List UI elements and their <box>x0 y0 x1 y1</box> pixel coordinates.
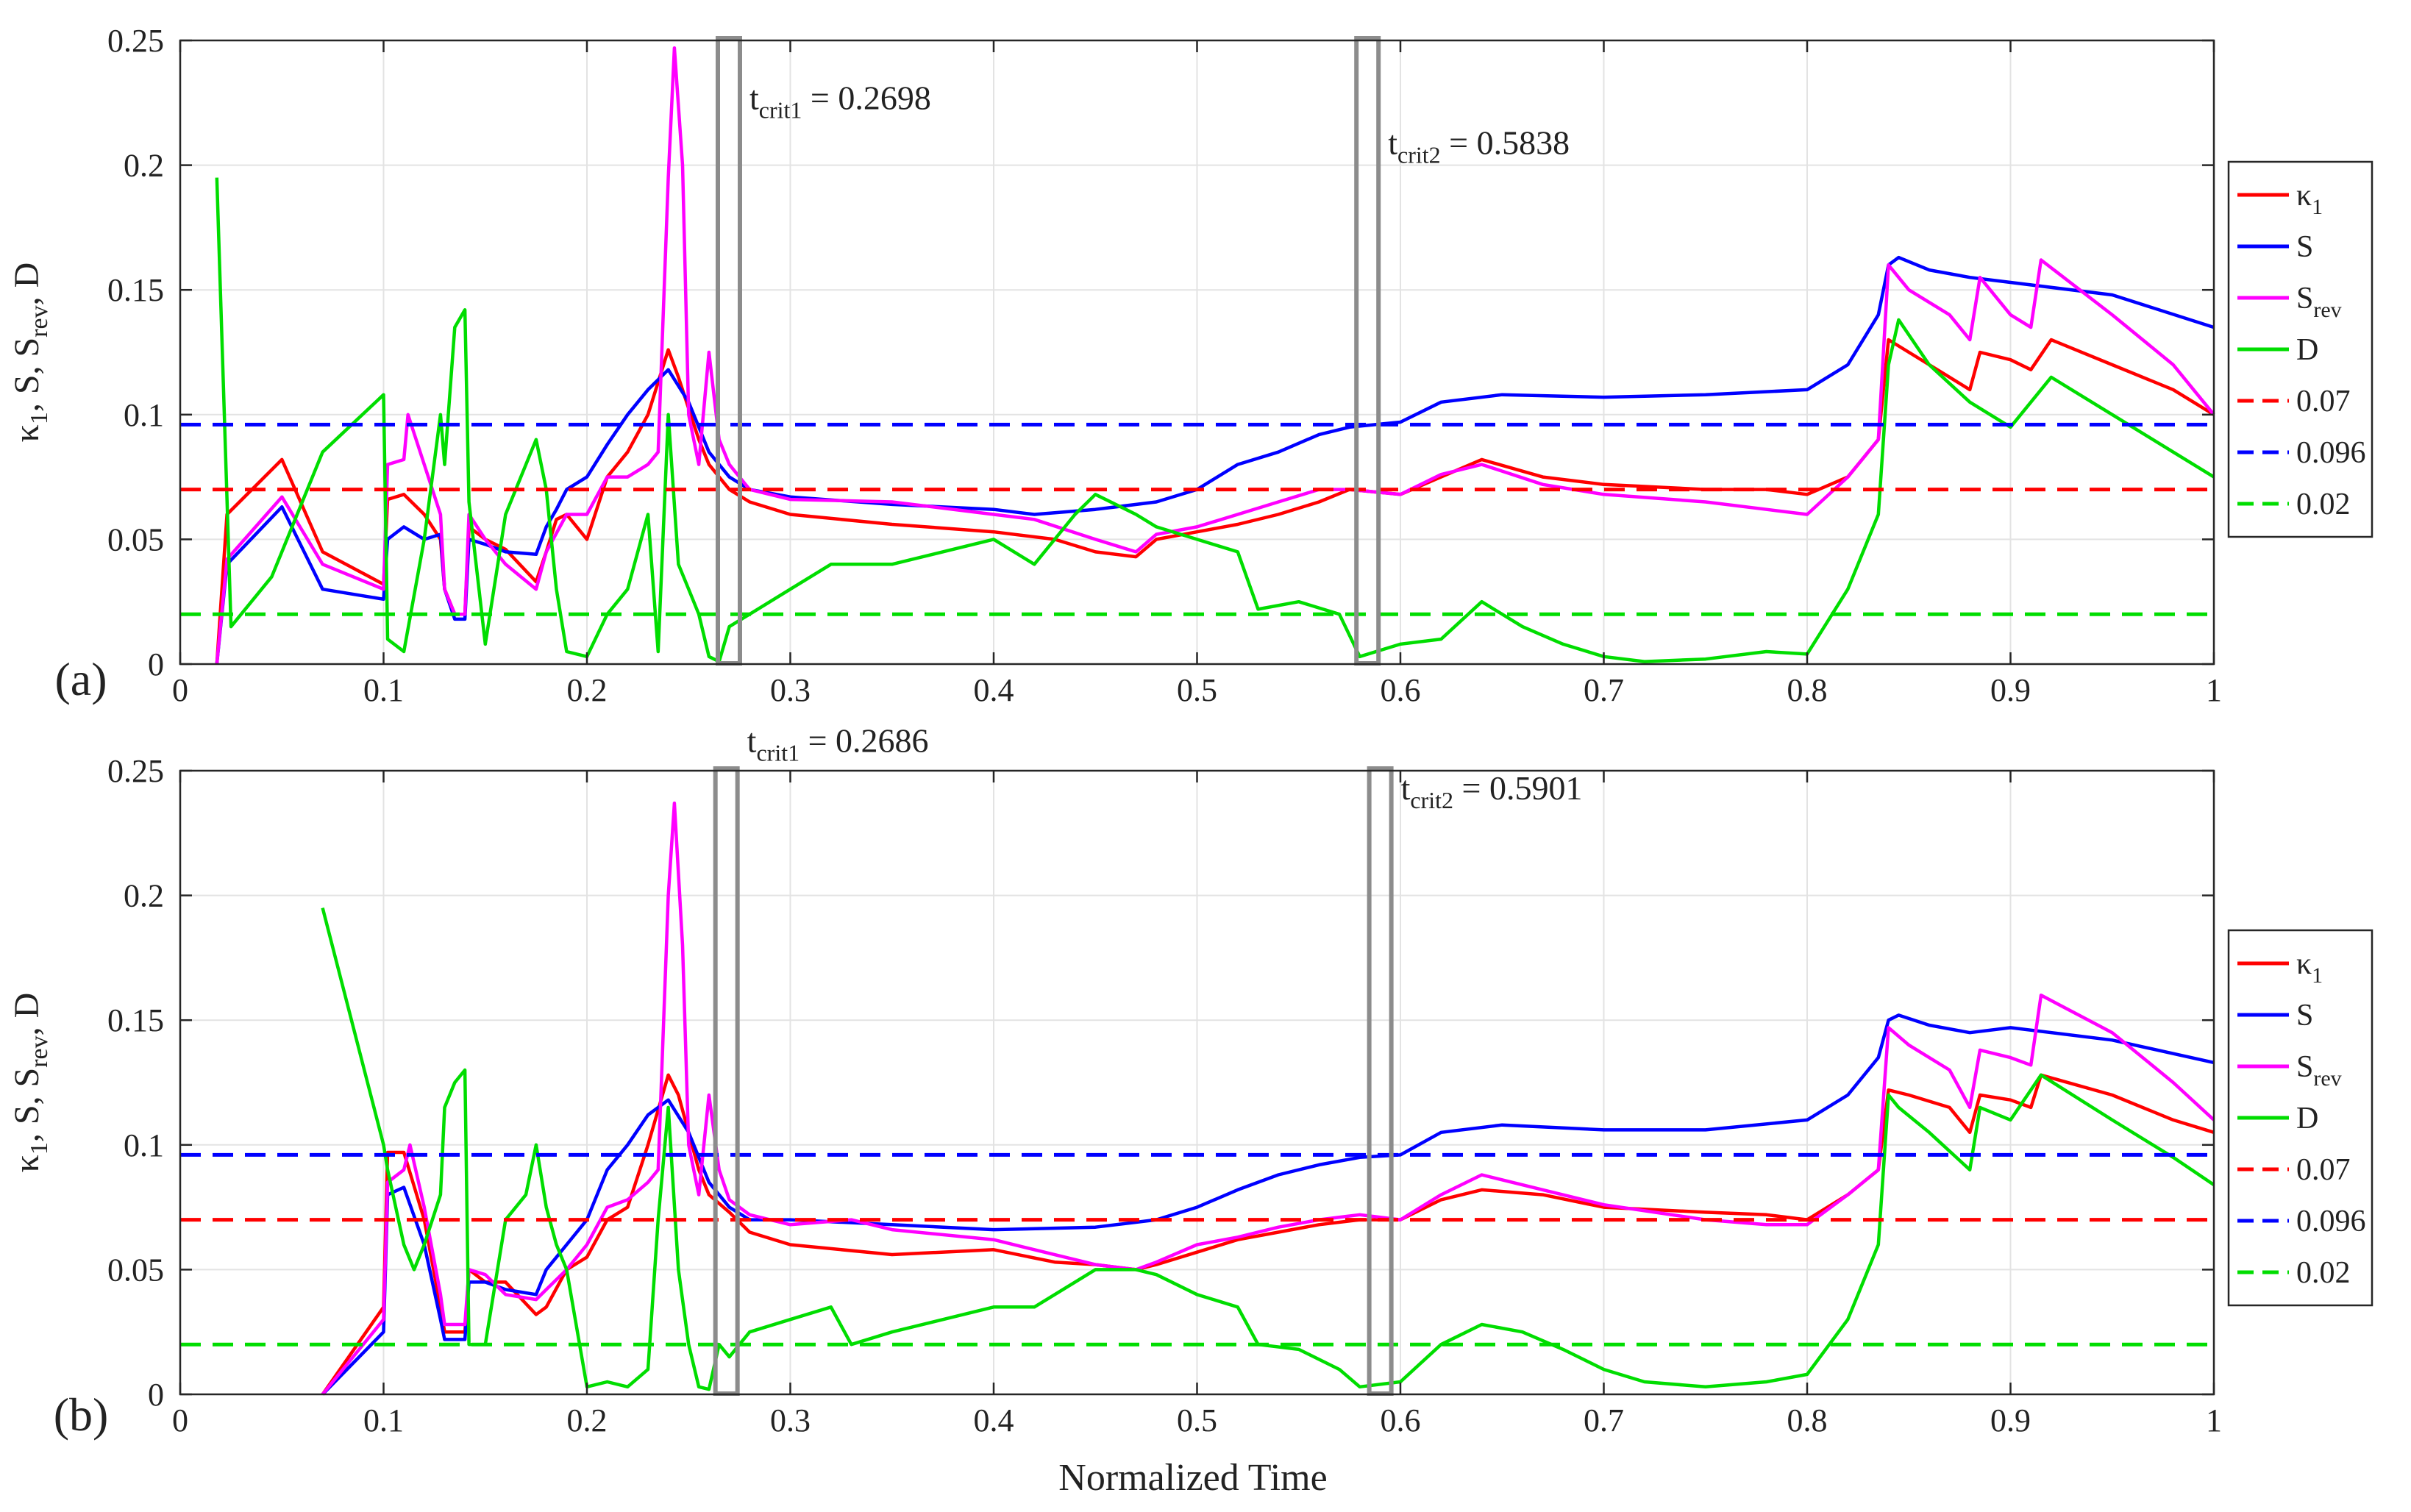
x-tick-label: 0.2 <box>567 1402 608 1438</box>
series-line-D <box>321 907 2215 1391</box>
y-tick-label: 0.15 <box>107 1002 164 1038</box>
panel-label: (a) <box>54 653 107 705</box>
y-tick-label: 0.2 <box>124 148 164 184</box>
y-tick-label: 0 <box>148 1377 164 1413</box>
x-tick-label: 0.6 <box>1381 1402 1421 1438</box>
legend: κ1 S Srev D 0.07 0.096 0.02 <box>2227 929 2373 1307</box>
x-tick-label: 0.5 <box>1177 1402 1217 1438</box>
y-tick-label: 0 <box>148 646 164 682</box>
legend-label: κ1 <box>2296 179 2323 219</box>
y-tick-label: 0.1 <box>124 397 164 433</box>
panel-label: (b) <box>54 1388 109 1441</box>
y-tick-label: 0.25 <box>107 23 164 59</box>
legend-label: Srev <box>2296 282 2342 322</box>
y-tick-label: 0.05 <box>107 1252 164 1288</box>
critical-time-label-1: tcrit1 = 0.2698 <box>749 79 931 123</box>
y-tick-label: 0.1 <box>124 1127 164 1163</box>
legend-label: 0.096 <box>2296 1205 2366 1238</box>
legend-label: 0.07 <box>2296 1153 2351 1187</box>
x-tick-label: 0 <box>172 1402 188 1438</box>
legend: κ1 S Srev D 0.07 0.096 0.02 <box>2227 160 2373 538</box>
x-tick-label: 0.5 <box>1177 672 1217 708</box>
series-line-Srev <box>321 801 2215 1396</box>
x-tick-label: 0 <box>172 672 188 708</box>
panel-a: tcrit1 = 0.2698 tcrit2 = 0.5838 0 0.1 0.2 0.3… <box>7 23 2373 708</box>
legend-label: 0.02 <box>2296 488 2351 521</box>
y-tick-label: 0.2 <box>124 878 164 914</box>
x-axis-label: Normalized Time <box>1058 1457 1327 1499</box>
x-tick-label: 0.7 <box>1584 672 1624 708</box>
panel-b: tcrit1 = 0.2686 tcrit2 = 0.5901 0 0.1 0.2 0.3… <box>7 722 2373 1441</box>
y-axis-label: κ1, S, Srev, D <box>7 993 53 1173</box>
x-tick-label: 0.9 <box>1990 1402 2031 1438</box>
legend-label: κ1 <box>2296 947 2323 988</box>
legend-label: 0.07 <box>2296 385 2351 418</box>
x-tick-label: 0.3 <box>770 1402 811 1438</box>
y-tick-label: 0.15 <box>107 272 164 308</box>
legend-label: D <box>2296 1102 2318 1135</box>
critical-time-label-1: tcrit1 = 0.2686 <box>747 722 929 766</box>
y-tick-label: 0.05 <box>107 521 164 557</box>
x-tick-label: 1 <box>2206 1402 2222 1438</box>
critical-time-label-2: tcrit2 = 0.5901 <box>1401 769 1583 813</box>
x-tick-label: 0.1 <box>363 672 404 708</box>
x-tick-label: 0.9 <box>1990 672 2031 708</box>
x-tick-label: 0.8 <box>1787 672 1828 708</box>
x-tick-label: 0.8 <box>1787 1402 1828 1438</box>
legend-label: 0.096 <box>2296 436 2366 470</box>
legend-box <box>2227 929 2373 1307</box>
x-tick-label: 1 <box>2206 672 2222 708</box>
legend-label: Srev <box>2296 1050 2342 1091</box>
x-tick-label: 0.7 <box>1584 1402 1624 1438</box>
series-group <box>180 801 2215 1396</box>
x-tick-label: 0.6 <box>1381 672 1421 708</box>
x-tick-label: 0.1 <box>363 1402 404 1438</box>
x-tick-label: 0.3 <box>770 672 811 708</box>
legend-label: D <box>2296 333 2318 367</box>
legend-label: 0.02 <box>2296 1256 2351 1290</box>
series-line-D <box>215 177 2215 663</box>
legend-label: S <box>2296 230 2313 264</box>
legend-label: S <box>2296 999 2313 1033</box>
y-axis-label: κ1, S, Srev, D <box>7 263 53 443</box>
x-tick-label: 0.4 <box>974 672 1014 708</box>
y-tick-label: 0.25 <box>107 753 164 789</box>
x-tick-label: 0.2 <box>567 672 608 708</box>
x-tick-label: 0.4 <box>974 1402 1014 1438</box>
critical-time-label-2: tcrit2 = 0.5838 <box>1388 124 1570 168</box>
series-line-Srev <box>215 46 2215 665</box>
